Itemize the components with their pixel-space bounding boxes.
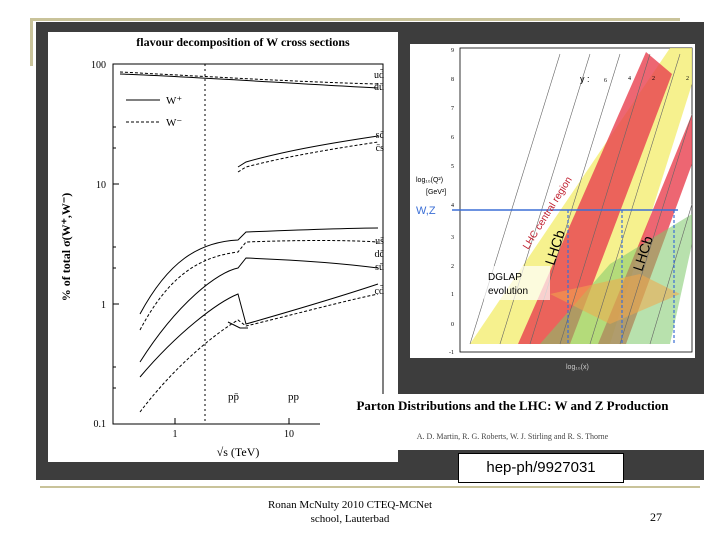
paper-title-box: Parton Distributions and the LHC: W and …	[320, 394, 705, 450]
flavour-label-su: sū	[375, 262, 384, 273]
svg-text:5: 5	[451, 164, 454, 170]
svg-text:7: 7	[451, 106, 454, 112]
flavour-label-us: us̄	[375, 236, 384, 247]
top-decoration-bar	[30, 18, 680, 21]
svg-text:2: 2	[451, 264, 454, 270]
arxiv-reference: hep-ph/9927031	[458, 453, 624, 483]
legend-wplus: W⁺	[166, 95, 182, 107]
dglap-label-box	[484, 266, 550, 300]
rapidity-label: y :	[580, 74, 590, 84]
footer-line-1: Ronan McNulty 2010 CTEQ-MCNet	[267, 499, 433, 511]
svg-text:6: 6	[604, 78, 607, 84]
flavour-label-ud: ud̄	[374, 69, 384, 81]
y-axis-ticks	[113, 63, 290, 425]
y-tick-10: 10	[96, 180, 106, 191]
dglap-label-1: DGLAP	[488, 272, 522, 283]
x-projection-arrows	[567, 210, 675, 344]
rapidity-ticks: 6 4 2 2	[604, 76, 689, 84]
kinematic-plane-panel: 9 8 7 6 5 4 3 2 1 0 -1 log₁₀(Q²) [GeV²] …	[410, 44, 695, 368]
legend-wminus: W⁻	[166, 117, 182, 129]
flavour-label-sc: sc̄	[376, 130, 385, 141]
svg-text:0: 0	[451, 322, 454, 328]
paper-title: Parton Distributions and the LHC: W and …	[356, 398, 669, 413]
svg-text:3: 3	[451, 235, 454, 241]
flavour-label-dc: dc̄	[375, 249, 385, 260]
svg-text:4: 4	[451, 203, 454, 209]
bottom-decoration-bar	[40, 486, 700, 488]
svg-text:9: 9	[451, 48, 454, 54]
x-tick-10: 10	[284, 429, 294, 440]
flavour-label-du: dū	[374, 82, 384, 93]
flavour-chart-panel: flavour decomposition of W cross section…	[48, 32, 398, 462]
svg-text:-1: -1	[449, 350, 454, 356]
flavour-chart-xlabel: √s (TeV)	[217, 445, 260, 459]
flavour-chart-plot-area	[112, 63, 384, 425]
orange-region	[550, 274, 680, 324]
kinematic-ylabel-2: [GeV²]	[426, 189, 446, 196]
kinematic-y-ticks: 9 8 7 6 5 4 3 2 1 0 -1	[449, 48, 454, 356]
wz-label: W,Z	[416, 205, 436, 217]
region-label-ppbar: pp̄	[228, 391, 240, 403]
flavour-chart-title: flavour decomposition of W cross section…	[136, 35, 350, 49]
kinematic-plane-chart: 9 8 7 6 5 4 3 2 1 0 -1 log₁₀(Q²) [GeV²] …	[416, 47, 693, 368]
dglap-label-2: evolution	[488, 286, 528, 297]
flavour-chart-ylabel: % of total σ(W⁺,W⁻)	[59, 193, 73, 302]
x-tick-1: 1	[173, 429, 178, 440]
flavour-label-cs: c̄s	[376, 143, 384, 154]
flavour-chart: flavour decomposition of W cross section…	[59, 35, 385, 459]
svg-text:4: 4	[628, 76, 631, 82]
lhcb-red-band-left	[518, 52, 672, 344]
y-tick-0.1: 0.1	[94, 419, 107, 430]
y-tick-1: 1	[101, 300, 106, 311]
page-number: 27	[650, 510, 662, 524]
kinematic-xlabel: log₁₀(x)	[566, 364, 589, 371]
footer-credit: Ronan McNulty 2010 CTEQ-MCNet school, La…	[240, 498, 460, 526]
y-tick-100: 100	[91, 60, 106, 71]
svg-text:2: 2	[652, 76, 655, 82]
svg-text:1: 1	[451, 292, 454, 298]
hera-green-region	[540, 214, 692, 344]
svg-text:6: 6	[451, 135, 454, 141]
left-decoration-bar	[30, 18, 33, 66]
svg-text:8: 8	[451, 77, 454, 83]
paper-authors: A. D. Martin, R. G. Roberts, W. J. Stirl…	[416, 432, 609, 441]
footer-line-2: school, Lauterbad	[310, 513, 390, 525]
flavour-curves	[119, 71, 379, 413]
flavour-label-cd: cd̄	[375, 285, 384, 297]
region-label-pp: pp	[288, 391, 300, 403]
svg-text:2: 2	[686, 76, 689, 82]
kinematic-ylabel-1: log₁₀(Q²)	[416, 177, 443, 184]
